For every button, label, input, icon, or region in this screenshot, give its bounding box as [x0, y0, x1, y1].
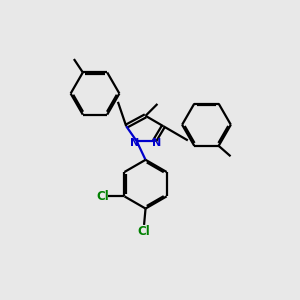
Text: N: N	[130, 138, 139, 148]
Text: Cl: Cl	[138, 225, 150, 238]
Text: Cl: Cl	[96, 190, 109, 203]
Text: N: N	[152, 138, 161, 148]
